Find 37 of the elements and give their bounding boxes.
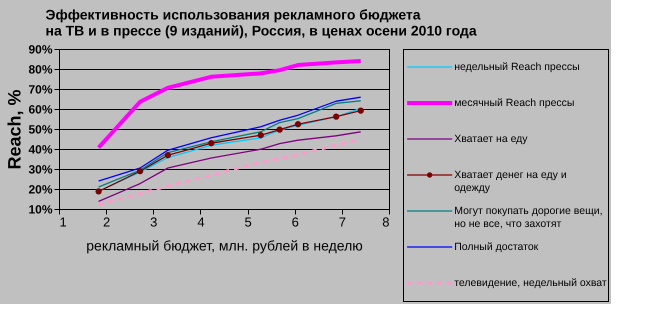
point (276, 126, 283, 133)
y-tick-label: 60% (28, 102, 53, 116)
x-tick-label: 5 (244, 214, 252, 230)
chart-title: Эффективность использования рекламного бюджета на ТВ и в прессе (9 изданий), Россия, в ценах осени 2010 года (45, 6, 477, 38)
x-tick-label: 8 (382, 214, 390, 230)
y-axis-title: Reach, % (4, 89, 24, 170)
y-tick-label: 10% (28, 202, 53, 216)
legend-label: телевидение, недельный охват (454, 277, 607, 289)
legend-label: Хватает денег на еду и одежду (454, 169, 567, 194)
point (294, 121, 302, 128)
y-tick-label: 40% (28, 142, 53, 156)
x-tick-label: 4 (197, 214, 205, 230)
x-tick-label: 7 (338, 214, 346, 230)
y-tick-label: 70% (28, 82, 53, 96)
y-tick-label: 50% (28, 122, 53, 136)
x-tick-label: 3 (150, 214, 158, 230)
y-tick-label: 30% (28, 162, 53, 176)
point (95, 188, 102, 195)
legend-label: недельный Reach прессы (454, 61, 580, 73)
y-tick-label: 20% (28, 182, 53, 196)
point (358, 107, 364, 114)
x-tick-label: 1 (60, 214, 67, 230)
legend-label: Полный достаток (454, 241, 539, 253)
point (208, 140, 214, 146)
legend-label: Хватает на еду (454, 133, 528, 145)
y-tick-label: 90% (28, 42, 53, 56)
x-tick-label: 6 (292, 214, 299, 230)
line-series (96, 59, 363, 150)
x-axis-title: рекламный бюджет, млн. рублей в неделю (86, 238, 363, 254)
point (333, 113, 340, 120)
x-tick-label: 2 (103, 214, 110, 230)
y-tick-label: 80% (28, 62, 53, 76)
point (258, 132, 264, 138)
legend-label: месячный Reach прессы (454, 97, 574, 109)
point (164, 152, 172, 158)
legend-label: Могут покупать дорогие вещи, но не все, что захотят (454, 205, 603, 230)
point (136, 168, 144, 174)
